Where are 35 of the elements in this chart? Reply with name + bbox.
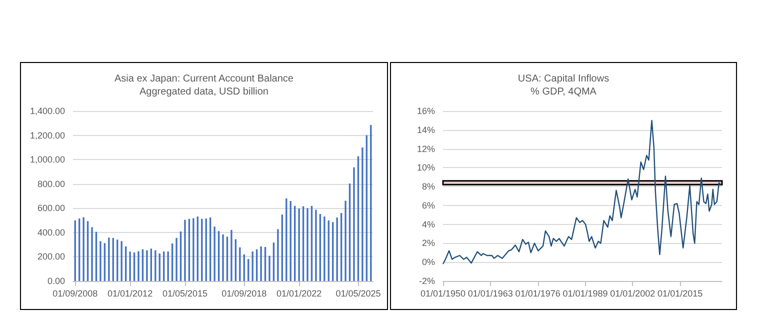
y-tick-label: 0.00 <box>47 276 65 286</box>
y-tick-label: 4% <box>422 219 435 230</box>
x-tick-label: 01/09/2018 <box>222 288 267 298</box>
x-tick-label: 01/01/2022 <box>276 288 322 298</box>
chart-subtitle: % GDP, 4QMA <box>530 86 597 98</box>
x-tick-label: 01/05/2025 <box>336 288 381 298</box>
x-tick-label: 01/01/1989 <box>562 288 608 298</box>
x-tick-label: 01/01/1976 <box>515 288 560 298</box>
y-tick-label: 400.00 <box>37 227 65 238</box>
y-tick-label: 1,200.00 <box>30 130 65 140</box>
y-tick-label: 800.00 <box>37 178 65 189</box>
x-tick-label: 01/01/2002 <box>610 288 656 298</box>
line-series <box>442 120 722 265</box>
chart-title: USA: Capital Inflows <box>518 74 610 84</box>
x-tick-label: 01/01/2012 <box>108 288 153 298</box>
y-tick-label: 16% <box>416 106 435 116</box>
y-tick-label: 10% <box>416 162 435 173</box>
x-tick-label: 01/09/2008 <box>52 288 98 298</box>
y-tick-label: 600.00 <box>37 203 65 214</box>
x-tick-label: 01/01/1950 <box>420 288 466 298</box>
y-tick-label: 1,000.00 <box>30 154 65 165</box>
y-tick-label: 200.00 <box>37 252 65 262</box>
x-tick-label: 01/01/1963 <box>468 288 513 298</box>
y-tick-label: 8% <box>422 182 435 192</box>
y-tick-label: 1,400.00 <box>30 106 65 116</box>
y-tick-label: 6% <box>422 200 435 210</box>
x-tick-label: 01/05/2015 <box>162 288 208 298</box>
x-tick-label: 01/01/2015 <box>658 288 703 298</box>
y-tick-label: 14% <box>416 124 435 135</box>
y-tick-label: 12% <box>416 144 435 154</box>
chart-subtitle: Aggregated data, USD billion <box>140 86 268 98</box>
y-tick-label: 2% <box>422 238 435 248</box>
y-tick-label: -2% <box>418 276 435 286</box>
y-tick-label: 0% <box>422 257 435 268</box>
chart-title: Asia ex Japan: Current Account Balance <box>114 74 294 84</box>
